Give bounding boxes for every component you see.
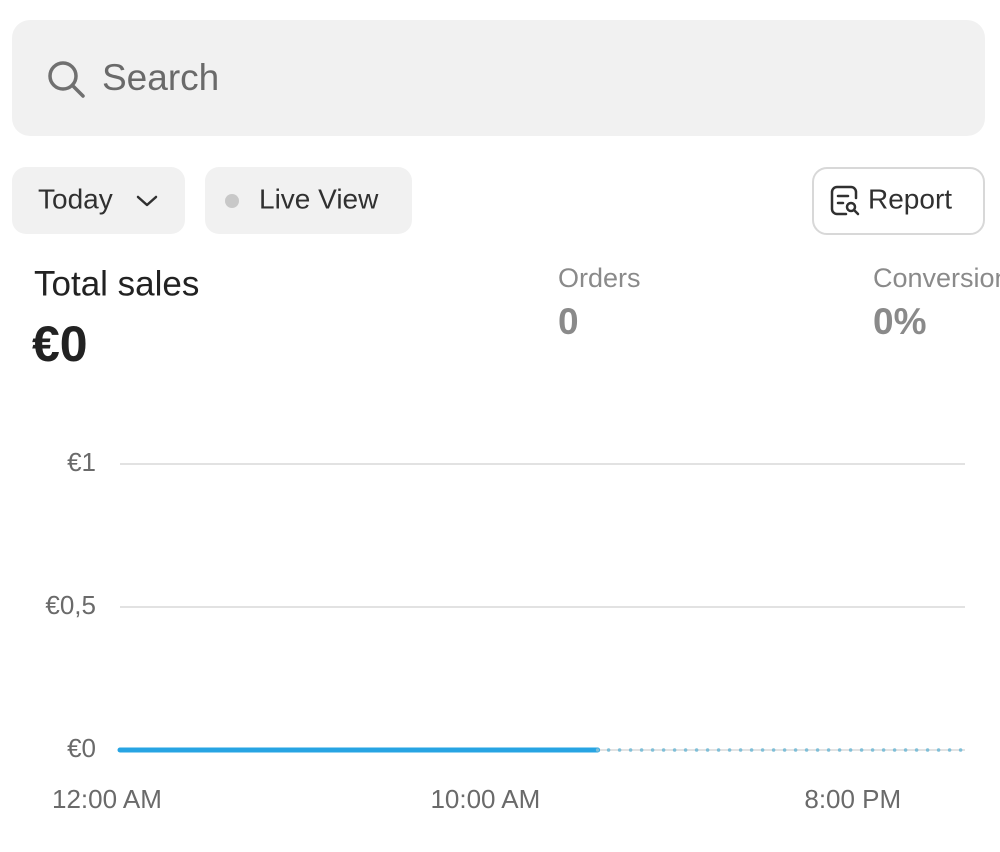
date-filter-label: Today xyxy=(38,183,113,214)
metric-value: 0 xyxy=(558,301,579,342)
report-label: Report xyxy=(868,183,952,214)
date-filter[interactable] xyxy=(12,167,185,234)
report-icon xyxy=(830,185,860,216)
y-tick-label: €0 xyxy=(67,733,96,763)
y-tick-label: €0,5 xyxy=(45,590,96,620)
metric-label: Total sales xyxy=(34,264,199,303)
live-view-label: Live View xyxy=(259,183,379,214)
x-tick-label: 10:00 AM xyxy=(430,784,540,814)
metric-value: €0 xyxy=(32,316,88,372)
chevron xyxy=(136,195,158,207)
metric-value: 0% xyxy=(873,301,926,342)
y-tick-label: €1 xyxy=(67,447,96,477)
chart: €0 €0,5 €1 12:00 AM 10:00 AM 8:00 PM xyxy=(45,447,967,814)
metric-label: Conversion xyxy=(873,263,1000,293)
search-icon xyxy=(48,61,85,98)
live-view-button[interactable] xyxy=(205,167,412,234)
x-tick-label: 12:00 AM xyxy=(52,784,162,814)
report-button[interactable] xyxy=(812,167,985,235)
live-dot xyxy=(225,194,239,208)
x-tick-label: 8:00 PM xyxy=(804,784,901,814)
search-box[interactable] xyxy=(12,20,985,136)
search-placeholder: Search xyxy=(102,57,219,98)
metric-label: Orders xyxy=(558,263,641,293)
